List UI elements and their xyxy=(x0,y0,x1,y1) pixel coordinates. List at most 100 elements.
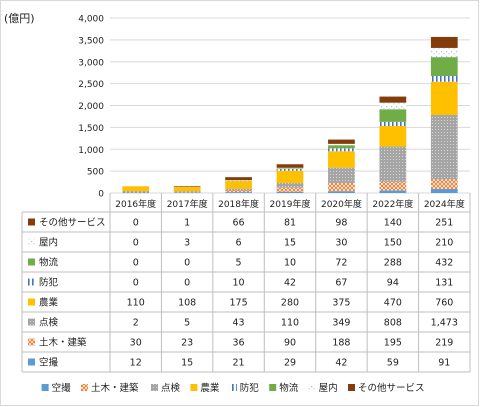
y-tick-label: 1,000 xyxy=(78,146,104,156)
bar-segment xyxy=(379,181,407,191)
table-cell-value: 188 xyxy=(332,338,350,349)
y-tick-label: 3,000 xyxy=(78,58,104,68)
table-cell-value: 210 xyxy=(435,238,453,249)
table-cell-value: 140 xyxy=(384,218,402,229)
y-tick-label: 3,500 xyxy=(78,36,104,46)
bar-segment xyxy=(276,182,304,188)
bar-segment xyxy=(379,125,407,147)
table-cell-value: 1,473 xyxy=(431,318,458,329)
table-cell-value: 12 xyxy=(130,358,142,369)
legend-item: 物流 xyxy=(269,382,299,394)
bar-segment xyxy=(328,145,355,149)
bar-segment xyxy=(328,143,355,146)
table-cell-value: 6 xyxy=(236,238,242,249)
legend-label: 農業 xyxy=(200,382,220,394)
table-row: 屋内 0 3 6 15 30 150 210 xyxy=(28,237,453,249)
table-cell-value: 2 xyxy=(133,318,139,329)
table-cell-value: 23 xyxy=(181,338,193,349)
y-tick-label: 4,000 xyxy=(78,15,104,25)
bar-segment xyxy=(379,121,407,126)
bar-segment xyxy=(276,167,304,169)
row-series-label: その他サービス xyxy=(39,217,106,229)
table-row: 防犯 0 0 10 42 67 94 131 xyxy=(28,277,453,289)
category-label: 2017年度 xyxy=(167,198,208,210)
bar-segment xyxy=(122,191,150,193)
bar-segment xyxy=(276,164,304,168)
table-cell-value: 219 xyxy=(435,338,453,349)
bar-segment xyxy=(122,191,150,192)
row-series-label: 防犯 xyxy=(39,277,59,289)
table-cell-value: 66 xyxy=(233,218,245,229)
legend-swatch xyxy=(151,384,158,391)
table-cell-value: 42 xyxy=(335,358,347,369)
legend-swatch xyxy=(81,384,88,391)
table-cell-value: 0 xyxy=(133,238,139,249)
bar-segment xyxy=(379,102,407,110)
table-cell-value: 59 xyxy=(387,358,399,369)
y-tick-label: 2,500 xyxy=(78,80,104,90)
bar-segment xyxy=(328,139,355,144)
table-cell-value: 432 xyxy=(435,258,453,269)
bar-stack xyxy=(379,96,407,193)
data-table: 2016年度 2017年度 2018年度 2019年度 2020年度 2022年度 2024… xyxy=(21,193,471,373)
bar-stack xyxy=(173,186,201,193)
bar-segment xyxy=(122,186,150,192)
legend: 空撮 土木・建築 点検 農業 防犯 物流 屋内 その他サービス xyxy=(41,382,425,394)
legend-item: 屋内 xyxy=(308,382,338,394)
table-row: 空撮 12 15 21 29 42 59 91 xyxy=(28,357,450,369)
category-label: 2019年度 xyxy=(270,198,311,210)
legend-swatch xyxy=(308,384,316,391)
table-row: その他サービス 0 1 66 81 98 140 251 xyxy=(28,217,453,229)
legend-key xyxy=(28,318,35,326)
bar-segment xyxy=(225,180,252,189)
bar-segment xyxy=(328,182,355,192)
category-label: 2022年度 xyxy=(372,198,413,210)
legend-label: 点検 xyxy=(161,382,181,394)
table-cell-value: 108 xyxy=(178,298,196,309)
table-cell-value: 90 xyxy=(284,338,296,349)
table-cell-value: 21 xyxy=(233,358,245,369)
table-row: 物流 0 0 5 10 72 288 432 xyxy=(28,257,453,269)
bar-segment xyxy=(225,192,252,193)
category-label: 2020年度 xyxy=(321,198,362,210)
legend-label: 空撮 xyxy=(52,382,72,394)
bar-segment xyxy=(276,168,304,170)
bar-segment xyxy=(122,192,150,194)
table-cell-value: 131 xyxy=(435,278,453,289)
legend-key xyxy=(28,238,35,246)
table-row: 農業 110 108 175 280 375 470 760 xyxy=(28,297,453,309)
legend-item: 点検 xyxy=(151,382,181,394)
table-cell-value: 349 xyxy=(332,318,350,329)
table-cell-value: 195 xyxy=(384,338,402,349)
legend-item: その他サービス xyxy=(348,382,425,394)
legend-swatch xyxy=(348,384,355,391)
bar-segment xyxy=(328,167,355,183)
table-cell-value: 760 xyxy=(435,298,453,309)
bar-segment xyxy=(379,190,407,193)
table-cell-value: 15 xyxy=(181,358,193,369)
y-axis-tick-labels: 0 500 1,000 1,500 2,000 2,500 3,000 3,500 4,000 xyxy=(78,15,104,200)
row-series-label: 物流 xyxy=(39,257,59,269)
table-cell-value: 0 xyxy=(133,278,139,289)
bar-segment xyxy=(379,109,407,122)
bar-segment xyxy=(430,57,458,77)
legend-label: 防犯 xyxy=(240,382,260,394)
table-cell-value: 110 xyxy=(281,318,299,329)
bar-segment xyxy=(173,186,201,187)
y-tick-label: 2,000 xyxy=(78,102,104,112)
table-row: 土木・建築 30 23 36 90 188 195 219 xyxy=(28,337,453,349)
table-cell-value: 470 xyxy=(384,298,402,309)
bar-segment xyxy=(276,168,304,171)
bar-segment xyxy=(173,186,201,192)
legend-label: 物流 xyxy=(279,382,299,394)
table-cell-value: 3 xyxy=(184,238,190,249)
table-cell-value: 10 xyxy=(233,278,245,289)
bar-segment xyxy=(173,191,201,192)
y-tick-label: 500 xyxy=(87,168,104,178)
legend-label: その他サービス xyxy=(358,382,425,394)
table-cell-value: 5 xyxy=(184,318,190,329)
legend-swatch xyxy=(269,384,277,391)
bar-segment xyxy=(225,190,252,193)
bar-segment xyxy=(328,191,355,193)
